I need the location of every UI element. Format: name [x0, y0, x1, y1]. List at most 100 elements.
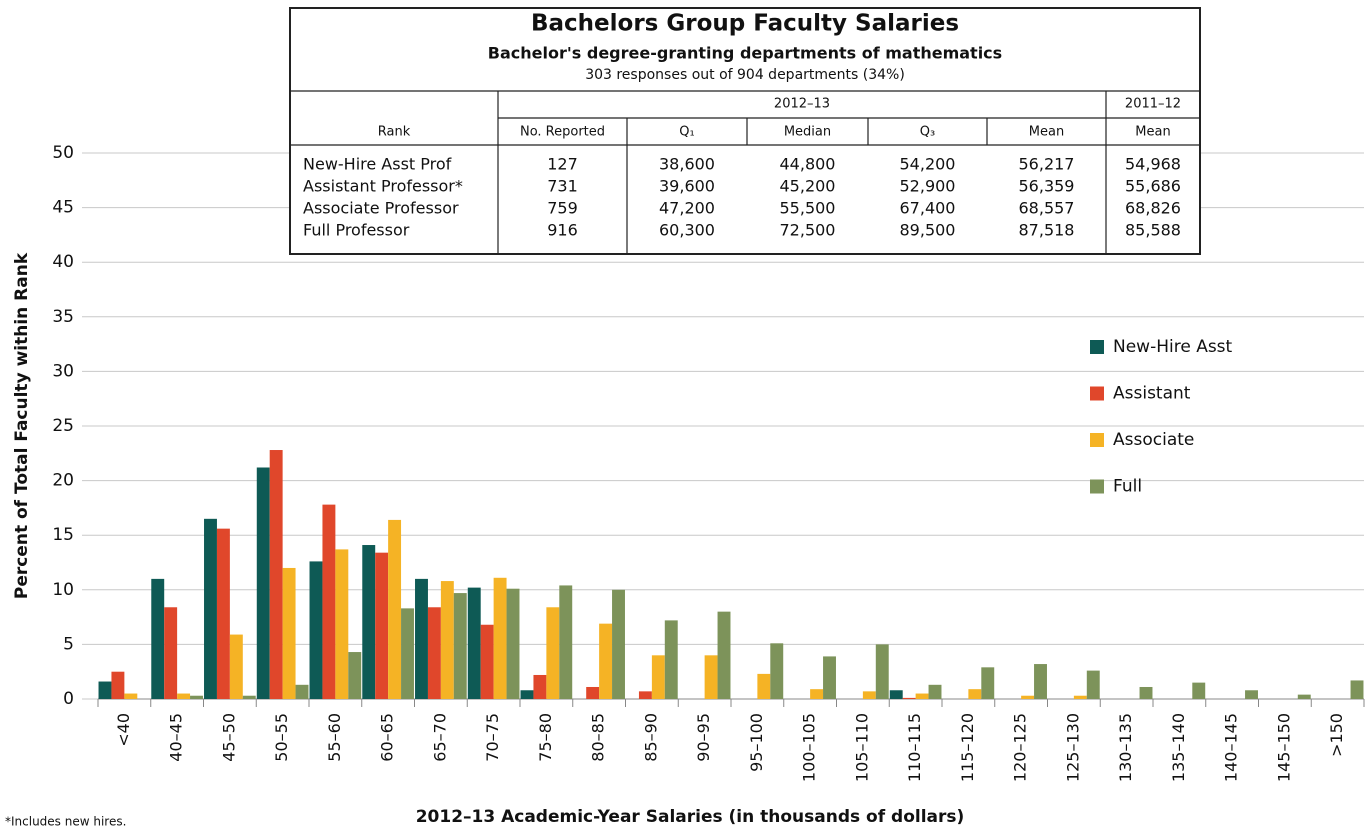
- x-tick-label: 130–135: [1116, 713, 1135, 782]
- table-cell: Associate Professor: [303, 199, 459, 218]
- table-column-header: Mean: [1029, 125, 1064, 140]
- bar: [348, 652, 362, 699]
- table-column-header: Median: [784, 125, 831, 140]
- table-cell: 44,800: [780, 155, 836, 174]
- y-tick-label: 25: [52, 416, 74, 436]
- bar: [757, 673, 771, 699]
- table-column-header: Mean: [1135, 125, 1170, 140]
- bar: [546, 607, 560, 699]
- legend-swatch: [1090, 340, 1104, 354]
- bar: [1350, 680, 1364, 699]
- x-tick-label: 120–125: [1011, 713, 1030, 782]
- x-tick-label: 135–140: [1169, 713, 1188, 782]
- bar: [704, 655, 718, 699]
- table-cell: 55,500: [780, 199, 836, 218]
- bar: [362, 545, 376, 699]
- table-cell: 47,200: [659, 199, 715, 218]
- table-column-header: No. Reported: [520, 125, 605, 140]
- table-column-header: Q₃: [920, 125, 935, 140]
- bar: [1073, 695, 1087, 699]
- table-cell: 759: [547, 199, 578, 218]
- x-tick-label: 95–100: [747, 713, 766, 772]
- x-tick-label: 145–150: [1274, 713, 1293, 782]
- legend-swatch: [1090, 386, 1104, 401]
- y-axis-label: Percent of Total Faculty within Rank: [12, 252, 32, 599]
- bar: [309, 561, 323, 699]
- bar: [586, 686, 600, 699]
- table-cell: 54,200: [900, 155, 956, 174]
- table-cell: New-Hire Asst Prof: [303, 155, 452, 174]
- table-cell: 60,300: [659, 221, 715, 240]
- table-cell: 68,826: [1125, 199, 1181, 218]
- bar: [559, 585, 573, 699]
- legend-label: Assistant: [1113, 384, 1191, 404]
- bar: [968, 689, 982, 699]
- bar: [427, 607, 441, 699]
- table-subtitle: Bachelor's degree-granting departments o…: [488, 44, 1002, 63]
- bar: [269, 450, 283, 699]
- bar: [1245, 690, 1258, 699]
- x-tick-label: 70–75: [483, 713, 502, 762]
- bar: [388, 519, 402, 699]
- y-tick-label: 35: [52, 307, 74, 327]
- table-cell: Assistant Professor*: [303, 177, 463, 196]
- y-tick-label: 10: [52, 580, 74, 600]
- table-cell: 56,359: [1019, 177, 1075, 196]
- y-tick-label: 30: [52, 361, 74, 381]
- bar: [375, 552, 389, 699]
- bar: [1192, 682, 1206, 699]
- legend-swatch: [1090, 433, 1104, 447]
- x-tick-label: >150: [1327, 713, 1346, 757]
- x-tick-label: 140–145: [1222, 713, 1241, 782]
- bar: [664, 620, 678, 699]
- bar: [164, 607, 178, 699]
- bar: [1297, 694, 1311, 699]
- bar: [770, 643, 784, 699]
- table-cell: 52,900: [900, 177, 956, 196]
- bar: [915, 693, 929, 699]
- bar: [282, 567, 296, 699]
- bar: [981, 667, 995, 699]
- bar: [467, 587, 481, 699]
- bar: [453, 593, 467, 699]
- legend-label: New-Hire Asst: [1113, 337, 1233, 357]
- y-tick-label: 0: [63, 689, 74, 709]
- table-cell: 85,588: [1125, 221, 1181, 240]
- legend-swatch: [1090, 479, 1104, 494]
- bar: [902, 697, 916, 699]
- y-tick-label: 40: [52, 252, 74, 272]
- table-cell: 54,968: [1125, 155, 1181, 174]
- table-cell: 45,200: [780, 177, 836, 196]
- bar: [401, 608, 414, 699]
- x-tick-label: 65–70: [430, 713, 449, 762]
- bar: [520, 690, 534, 699]
- legend-label: Full: [1113, 477, 1142, 497]
- x-tick-label: 115–120: [958, 713, 977, 782]
- table-cell: 38,600: [659, 155, 715, 174]
- x-tick-label: 105–110: [852, 713, 871, 782]
- bar: [506, 588, 520, 699]
- bar: [440, 581, 454, 699]
- bar: [612, 589, 625, 699]
- table-cell: 916: [547, 221, 578, 240]
- bar: [875, 644, 889, 699]
- table-group-header: 2011–12: [1125, 97, 1181, 112]
- y-tick-label: 20: [52, 471, 74, 491]
- bar: [295, 684, 309, 699]
- table-cell: 89,500: [900, 221, 956, 240]
- table-cell: 67,400: [900, 199, 956, 218]
- table-cell: 87,518: [1019, 221, 1075, 240]
- bar: [256, 467, 270, 699]
- bar: [810, 689, 824, 699]
- bar: [242, 695, 256, 699]
- legend-label: Associate: [1113, 430, 1194, 450]
- x-tick-label: <40: [114, 713, 133, 747]
- table-cell: 127: [547, 155, 578, 174]
- bar: [335, 549, 349, 699]
- bar: [651, 655, 665, 699]
- bar: [480, 624, 494, 699]
- bar: [322, 504, 336, 699]
- bar: [928, 684, 942, 699]
- bar: [124, 693, 138, 699]
